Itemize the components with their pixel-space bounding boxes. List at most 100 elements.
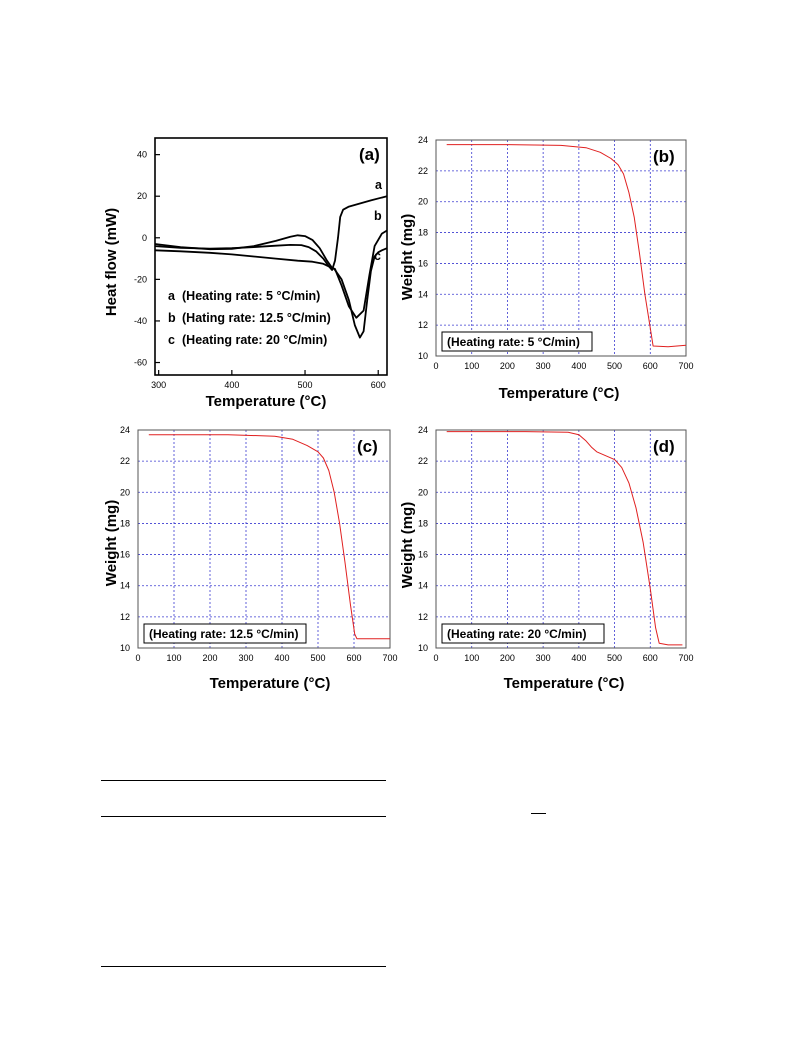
chart-a-xtick-label-3: 600 [371,380,386,390]
chart-a-legend-entry-a: (Heating rate: 5 °C/min) [182,289,320,303]
chart-panel-d: 0 100 200 300 400 500 600 700 10 12 14 16 18 20 22 24 (H… [396,424,706,696]
chart-a-series-1 [154,229,388,319]
chart-b-note: (Heating rate: 5 °C/min) [447,335,580,349]
table-rule-bottom [101,966,386,967]
chart-a-xtick-label-1: 400 [224,380,239,390]
chart-c-note-box [143,623,307,644]
chart-d-note-box [441,623,605,644]
chart-a-ytick-label-2: 0 [142,233,147,243]
chart-d-ytick-label-2: 14 [418,581,428,591]
chart-c-note: (Heating rate: 12.5 °C/min) [149,627,299,641]
chart-a-ytick-label-4: -40 [134,316,147,326]
chart-d-xtick-label-7: 700 [678,653,693,663]
chart-d-xtick-label-0: 0 [433,653,438,663]
chart-c-ytick-label-4: 18 [120,518,130,528]
chart-b-xtick-label-5: 500 [607,361,622,371]
chart-d-xtick-label-5: 500 [607,653,622,663]
chart-a-ytick-label-0: 40 [137,150,147,160]
chart-c-panel-label: (c) [357,437,378,456]
chart-d-series-0 [446,431,683,646]
chart-c-ytick-label-2: 14 [120,581,130,591]
chart-d-xtick-label-4: 400 [571,653,586,663]
chart-a-frame [154,137,388,376]
chart-panel-b: 0 100 200 300 400 500 600 700 10 12 14 16 18 20 22 24 (H… [396,132,706,404]
chart-c-ytick-label-1: 12 [120,612,130,622]
chart-b-xtick-label-6: 600 [643,361,658,371]
chart-c-xtick-label-6: 600 [346,653,361,663]
fraction-bar [531,813,546,814]
chart-d-ytick-label-4: 18 [418,518,428,528]
chart-b-xtick-label-1: 100 [464,361,479,371]
chart-d-xtick-label-6: 600 [643,653,658,663]
chart-a-legend-entry-c: (Heating rate: 20 °C/min) [182,333,327,347]
chart-d-ytick-label-5: 20 [418,487,428,497]
chart-b-xtick-label-0: 0 [433,361,438,371]
chart-d-xlabel: Temperature (°C) [504,675,625,692]
chart-d-ytick-label-1: 12 [418,612,428,622]
chart-d-ytick-label-6: 22 [418,456,428,466]
chart-b-xtick-label-4: 400 [571,361,586,371]
chart-d-ytick-label-3: 16 [418,550,428,560]
chart-b-ylabel: Weight (mg) [399,214,416,300]
chart-b-xtick-label-3: 300 [536,361,551,371]
chart-d-ylabel: Weight (mg) [399,502,416,588]
chart-c-ytick-label-7: 24 [120,425,130,435]
chart-b-ytick-label-7: 24 [418,135,428,145]
chart-a-legend-key-c: c [168,333,175,347]
chart-a-panel-label: (a) [359,145,380,164]
chart-a-ytick-label-3: -20 [134,274,147,284]
chart-b-ytick-label-1: 12 [418,320,428,330]
chart-b-xtick-label-7: 700 [678,361,693,371]
chart-a-ytick-label-1: 20 [137,191,147,201]
chart-d-note: (Heating rate: 20 °C/min) [447,627,587,641]
chart-c-xlabel: Temperature (°C) [210,675,331,692]
chart-a-legend-entry-b: (Hating rate: 12.5 °C/min) [182,311,331,325]
chart-b-ytick-label-4: 18 [418,228,428,238]
chart-c-ylabel: Weight (mg) [103,500,120,586]
chart-c-xtick-label-4: 400 [274,653,289,663]
chart-b-xlabel: Temperature (°C) [499,385,620,402]
chart-panel-a: 300 400 500 600 40 20 0 -20 -40 -60 a b c a (Heating r… [100,130,400,412]
chart-a-xlabel: Temperature (°C) [206,393,327,410]
chart-c-frame [137,429,391,649]
chart-a-curve-label-b: b [374,209,382,223]
chart-c-series-0 [148,434,390,640]
chart-d-svg: 0 100 200 300 400 500 600 700 10 12 14 16 18 20 22 24 (H… [399,425,694,692]
chart-b-ytick-label-3: 16 [418,258,428,268]
table-rule-top [101,780,386,781]
chart-b-ytick-label-5: 20 [418,197,428,207]
chart-b-panel-label: (b) [653,147,675,166]
chart-a-xtick-label-0: 300 [151,380,166,390]
chart-b-xtick-label-2: 200 [500,361,515,371]
chart-c-svg: 0 100 200 300 400 500 600 700 10 12 14 16 18 20 22 24 (H… [103,425,398,692]
chart-b-ytick-label-2: 14 [418,289,428,299]
chart-b-note-box [441,331,593,352]
chart-c-ytick-label-3: 16 [120,550,130,560]
chart-d-frame [435,429,687,649]
chart-c-xtick-label-1: 100 [166,653,181,663]
chart-d-xtick-label-1: 100 [464,653,479,663]
chart-a-ylabel: Heat flow (mW) [103,208,120,316]
chart-c-ytick-label-0: 10 [120,643,130,653]
chart-b-ytick-label-0: 10 [418,351,428,361]
chart-d-ytick-label-7: 24 [418,425,428,435]
chart-a-legend-key-a: a [168,289,176,303]
chart-d-xtick-label-2: 200 [500,653,515,663]
chart-d-xtick-label-3: 300 [536,653,551,663]
chart-b-frame [435,139,687,357]
chart-d-ytick-label-0: 10 [418,643,428,653]
chart-c-xtick-label-0: 0 [135,653,140,663]
chart-a-curve-label-a: a [375,178,383,192]
chart-b-series-0 [446,144,687,348]
chart-c-ytick-label-5: 20 [120,487,130,497]
chart-c-xtick-label-2: 200 [202,653,217,663]
chart-a-legend-key-b: b [168,311,176,325]
chart-a-series-2 [154,247,388,339]
chart-a-xtick-label-2: 500 [298,380,313,390]
chart-c-xtick-label-3: 300 [238,653,253,663]
chart-a-curve-label-c: c [374,249,381,263]
chart-b-svg: 0 100 200 300 400 500 600 700 10 12 14 16 18 20 22 24 (H… [399,135,694,402]
chart-c-xtick-label-7: 700 [382,653,397,663]
table-rule-mid [101,816,386,817]
